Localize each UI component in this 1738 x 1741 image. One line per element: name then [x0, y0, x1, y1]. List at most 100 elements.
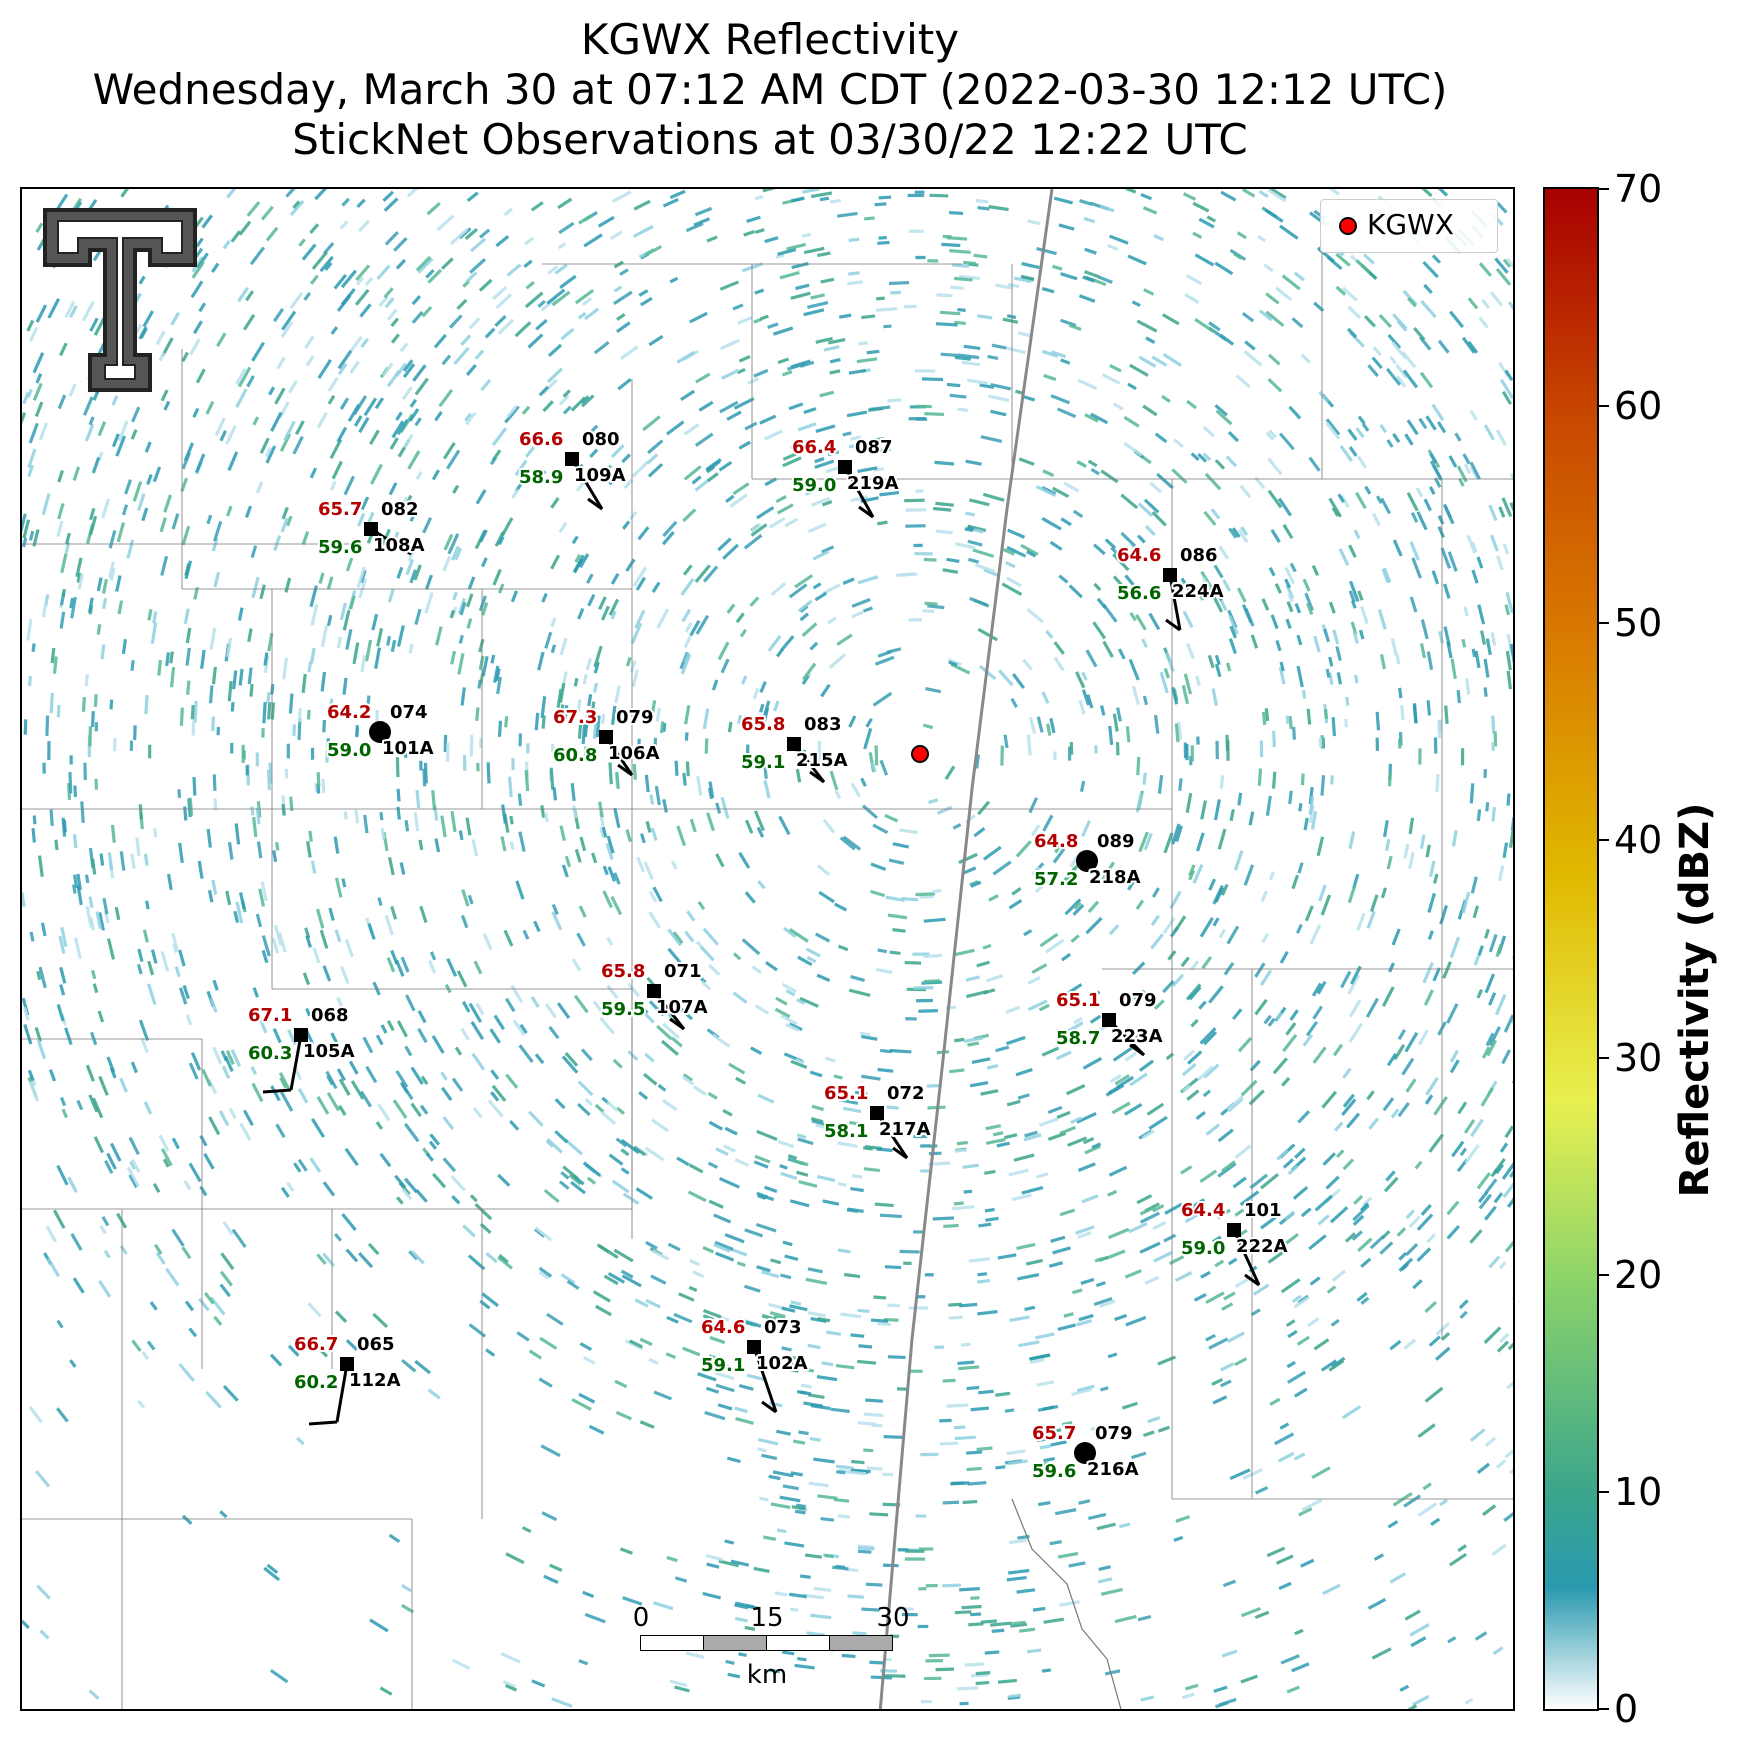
reflectivity-gate — [289, 291, 304, 310]
reflectivity-gate — [250, 545, 258, 559]
reflectivity-gate — [706, 472, 719, 483]
reflectivity-gate — [528, 1349, 543, 1360]
reflectivity-gate — [1140, 192, 1153, 201]
reflectivity-gate — [882, 1472, 894, 1477]
reflectivity-gate — [1293, 1296, 1310, 1309]
reflectivity-gate — [574, 554, 582, 563]
reflectivity-gate — [413, 812, 420, 832]
reflectivity-gate — [383, 197, 399, 212]
reflectivity-gate — [578, 214, 593, 225]
reflectivity-gate — [410, 1250, 425, 1265]
reflectivity-gate — [57, 470, 65, 483]
chart-title: KGWX Reflectivity — [580, 15, 960, 64]
reflectivity-gate — [610, 705, 617, 725]
reflectivity-gate — [872, 691, 893, 707]
reflectivity-gate — [705, 1386, 720, 1394]
reflectivity-gate — [235, 901, 244, 924]
reflectivity-gate — [1409, 541, 1420, 561]
reflectivity-gate — [541, 592, 548, 603]
reflectivity-gate — [1105, 1249, 1126, 1260]
reflectivity-gate — [805, 489, 815, 496]
reflectivity-gate — [1347, 885, 1357, 904]
reflectivity-gate — [795, 1170, 809, 1177]
reflectivity-gate — [222, 239, 231, 250]
reflectivity-gate — [461, 889, 470, 907]
reflectivity-gate — [1311, 565, 1320, 577]
reflectivity-gate — [410, 1102, 422, 1118]
reflectivity-gate — [451, 1077, 464, 1092]
reflectivity-gate — [197, 860, 204, 879]
reflectivity-gate — [1037, 1500, 1051, 1507]
reflectivity-gate — [1131, 685, 1140, 705]
reflectivity-gate — [799, 996, 819, 1008]
reflectivity-gate — [1076, 460, 1087, 469]
reflectivity-gate — [1485, 802, 1490, 812]
reflectivity-gate — [1433, 477, 1442, 489]
reflectivity-gate — [1481, 298, 1491, 309]
reflectivity-gate — [1214, 459, 1226, 470]
reflectivity-gate — [817, 741, 822, 763]
reflectivity-gate — [45, 715, 50, 736]
reflectivity-gate — [1336, 672, 1343, 685]
reflectivity-gate — [988, 394, 1010, 403]
reflectivity-gate — [482, 932, 493, 951]
reflectivity-gate — [883, 324, 892, 329]
reflectivity-gate — [339, 602, 348, 621]
reflectivity-gate — [781, 1306, 796, 1313]
reflectivity-gate — [589, 448, 599, 458]
reflectivity-gate — [702, 565, 719, 583]
reflectivity-gate — [22, 1619, 30, 1630]
reflectivity-gate — [713, 1213, 732, 1224]
reflectivity-gate — [991, 343, 1007, 350]
reflectivity-gate — [1328, 601, 1336, 614]
reflectivity-gate — [386, 957, 396, 973]
reflectivity-gate — [652, 886, 663, 903]
reflectivity-gate — [65, 532, 71, 545]
reflectivity-gate — [905, 1017, 917, 1021]
reflectivity-gate — [1053, 751, 1057, 761]
wind-barb-staff — [289, 1034, 303, 1091]
radar-map[interactable]: 66.6 080 58.9 109A 66.4 087 59.0 219A 65.7 082 59.… — [20, 187, 1515, 1711]
reflectivity-gate — [680, 577, 695, 596]
reflectivity-gate — [1031, 963, 1048, 974]
reflectivity-gate — [848, 368, 867, 375]
reflectivity-gate — [390, 317, 400, 328]
reflectivity-gate — [1240, 1079, 1258, 1097]
reflectivity-gate — [797, 1137, 814, 1146]
reflectivity-gate — [598, 596, 607, 610]
reflectivity-gate — [417, 257, 434, 274]
reflectivity-gate — [146, 1340, 156, 1351]
reflectivity-gate — [1294, 1147, 1306, 1159]
reflectivity-gate — [790, 196, 805, 203]
reflectivity-gate — [1109, 1074, 1122, 1084]
reflectivity-gate — [377, 1103, 391, 1122]
reflectivity-gate — [784, 1541, 805, 1548]
reflectivity-gate — [1235, 374, 1251, 389]
reflectivity-gate — [926, 1083, 942, 1088]
reflectivity-gate — [99, 853, 105, 866]
reflectivity-gate — [88, 416, 95, 426]
reflectivity-gate — [1352, 631, 1359, 644]
reflectivity-gate — [1420, 1203, 1432, 1216]
reflectivity-gate — [1483, 768, 1487, 778]
reflectivity-gate — [512, 1019, 526, 1036]
reflectivity-gate — [306, 840, 312, 858]
reflectivity-gate — [1385, 1170, 1396, 1182]
reflectivity-gate — [54, 839, 59, 851]
reflectivity-gate — [92, 1097, 104, 1119]
reflectivity-gate — [1094, 1256, 1104, 1263]
reflectivity-gate — [1330, 1318, 1340, 1327]
reflectivity-gate — [343, 811, 348, 820]
reflectivity-gate — [1079, 199, 1093, 206]
reflectivity-gate — [914, 551, 933, 556]
reflectivity-gate — [639, 1337, 653, 1347]
reflectivity-gate — [869, 1512, 889, 1517]
reflectivity-gate — [648, 890, 658, 903]
reflectivity-gate — [226, 189, 239, 199]
reflectivity-gate — [840, 1312, 862, 1319]
reflectivity-gate — [1306, 602, 1314, 616]
reflectivity-gate — [1162, 980, 1175, 994]
reflectivity-gate — [1457, 1101, 1468, 1115]
reflectivity-gate — [752, 687, 760, 700]
reflectivity-gate — [1163, 832, 1174, 854]
